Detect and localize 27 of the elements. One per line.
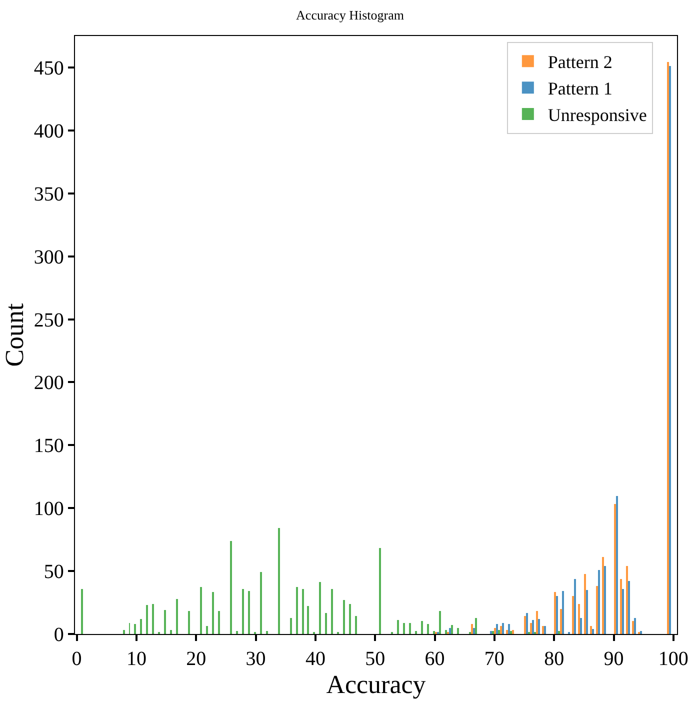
y-tick-label: 100 bbox=[34, 498, 64, 520]
chart-title: Accuracy Histogram bbox=[296, 8, 404, 23]
x-tick-label: 10 bbox=[126, 648, 146, 670]
x-tick-label: 50 bbox=[365, 648, 386, 670]
y-tick-label: 200 bbox=[34, 372, 64, 394]
x-tick-label: 20 bbox=[186, 648, 206, 670]
x-tick-label: 60 bbox=[424, 648, 445, 670]
y-axis-title: Count bbox=[0, 302, 29, 367]
y-tick-label: 50 bbox=[44, 561, 64, 584]
legend-label: Unresponsive bbox=[548, 105, 647, 125]
x-tick-label: 40 bbox=[305, 648, 326, 670]
y-tick-label: 450 bbox=[34, 57, 64, 80]
y-tick-label: 400 bbox=[34, 120, 64, 142]
legend-label: Pattern 1 bbox=[548, 78, 612, 99]
x-axis-title: Accuracy bbox=[326, 670, 426, 700]
y-tick-label: 0 bbox=[54, 624, 64, 646]
x-tick-label: 100 bbox=[658, 648, 688, 670]
x-tick-label: 30 bbox=[246, 648, 266, 670]
x-tick-label: 80 bbox=[544, 648, 564, 670]
y-tick-label: 350 bbox=[34, 183, 64, 206]
y-tick-label: 300 bbox=[34, 246, 64, 268]
x-tick-label: 90 bbox=[604, 648, 624, 670]
legend-label: Pattern 2 bbox=[548, 52, 612, 72]
y-tick-label: 150 bbox=[34, 435, 64, 458]
y-tick-label: 250 bbox=[34, 309, 64, 332]
x-tick-label: 0 bbox=[72, 648, 82, 670]
x-tick-label: 70 bbox=[484, 648, 504, 670]
